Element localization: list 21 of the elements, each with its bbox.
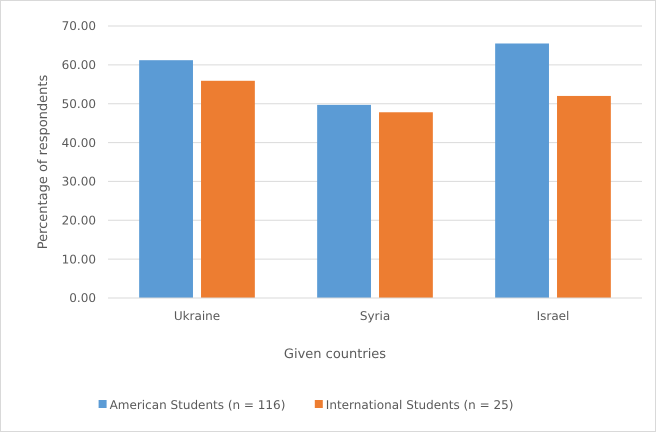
y-tick-label: 30.00 bbox=[62, 174, 96, 189]
bar bbox=[557, 96, 611, 298]
y-tick-label: 40.00 bbox=[62, 136, 96, 150]
x-axis-title: Given countries bbox=[284, 347, 386, 362]
y-tick-label: 60.00 bbox=[62, 58, 96, 72]
y-tick-label: 20.00 bbox=[62, 213, 96, 228]
y-tick-label: 10.00 bbox=[62, 252, 96, 266]
legend-label: International Students (n = 25) bbox=[326, 398, 514, 412]
bar bbox=[379, 112, 433, 298]
y-axis-title: Percentage of respondents bbox=[36, 74, 51, 250]
y-tick-label: 50.00 bbox=[62, 96, 96, 111]
legend-label: American Students (n = 116) bbox=[110, 398, 286, 412]
bar bbox=[495, 43, 549, 298]
y-tick-label: 70.00 bbox=[62, 19, 96, 34]
y-tick-label: 0.00 bbox=[69, 291, 96, 306]
x-tick-label: Israel bbox=[536, 309, 570, 323]
x-tick-label: Syria bbox=[360, 309, 390, 323]
bar bbox=[201, 80, 255, 298]
x-tick-label: Ukraine bbox=[174, 309, 220, 323]
bar bbox=[317, 104, 371, 298]
bar bbox=[139, 60, 193, 298]
